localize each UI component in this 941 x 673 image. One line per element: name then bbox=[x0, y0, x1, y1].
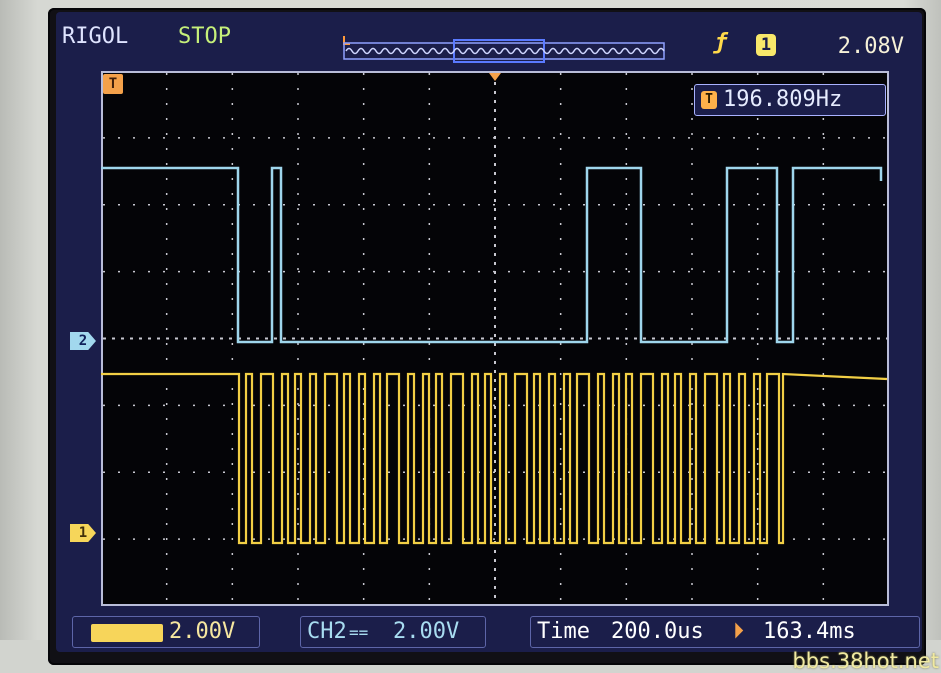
scope-screen: RIGOL STOP ƒ 1 2.08V T 2 1 T 196.809Hz bbox=[48, 8, 926, 665]
horizontal-offset-icon: ⏵ bbox=[733, 619, 745, 644]
frequency-counter-icon: T bbox=[701, 91, 717, 109]
grid-border bbox=[101, 71, 889, 606]
frequency-readout: 196.809Hz bbox=[723, 87, 843, 112]
frequency-counter-box: T 196.809Hz bbox=[694, 84, 886, 116]
ch1-waveform bbox=[101, 372, 888, 545]
timebase-box[interactable]: Time 200.0us ⏵ 163.4ms bbox=[530, 616, 920, 648]
trigger-edge-icon: ƒ bbox=[714, 30, 728, 55]
trigger-position-arrow bbox=[489, 73, 501, 81]
trigger-source-icon: 1 bbox=[756, 34, 776, 56]
brand-label: RIGOL bbox=[62, 24, 129, 49]
lcd-display: RIGOL STOP ƒ 1 2.08V T 2 1 T 196.809Hz bbox=[56, 12, 922, 652]
ch1-ground-marker-icon: 1 bbox=[70, 524, 96, 542]
waveform-plot bbox=[101, 71, 889, 606]
watermark-text: bbs.38hot.net bbox=[792, 649, 939, 673]
timebase-label: Time bbox=[537, 619, 590, 644]
ch2-coupling-icon: == bbox=[349, 623, 369, 642]
ch2-ground-marker-icon: 2 bbox=[70, 332, 96, 350]
ch1-scale-readout: 2.00V bbox=[169, 619, 236, 644]
ch2-scale-readout: 2.00V bbox=[393, 619, 460, 644]
memory-depth-strip bbox=[343, 36, 665, 63]
run-state-label: STOP bbox=[178, 24, 231, 49]
ch1-badge-icon bbox=[91, 624, 163, 642]
ch2-waveform bbox=[101, 166, 883, 344]
trigger-position-marker-icon: T bbox=[103, 74, 123, 94]
waveform-grid-area bbox=[101, 71, 889, 606]
horizontal-offset-readout: 163.4ms bbox=[763, 619, 856, 644]
trigger-level-readout: 2.08V bbox=[837, 34, 904, 59]
ch1-scale-box[interactable]: 2.00V bbox=[72, 616, 260, 648]
timebase-scale-readout: 200.0us bbox=[611, 619, 704, 644]
ch2-scale-box[interactable]: CH2 == 2.00V bbox=[300, 616, 486, 648]
ch2-label: CH2 bbox=[307, 619, 347, 644]
bottom-status-bar: 2.00V CH2 == 2.00V Time 200.0us ⏵ 163.4m… bbox=[56, 616, 922, 648]
